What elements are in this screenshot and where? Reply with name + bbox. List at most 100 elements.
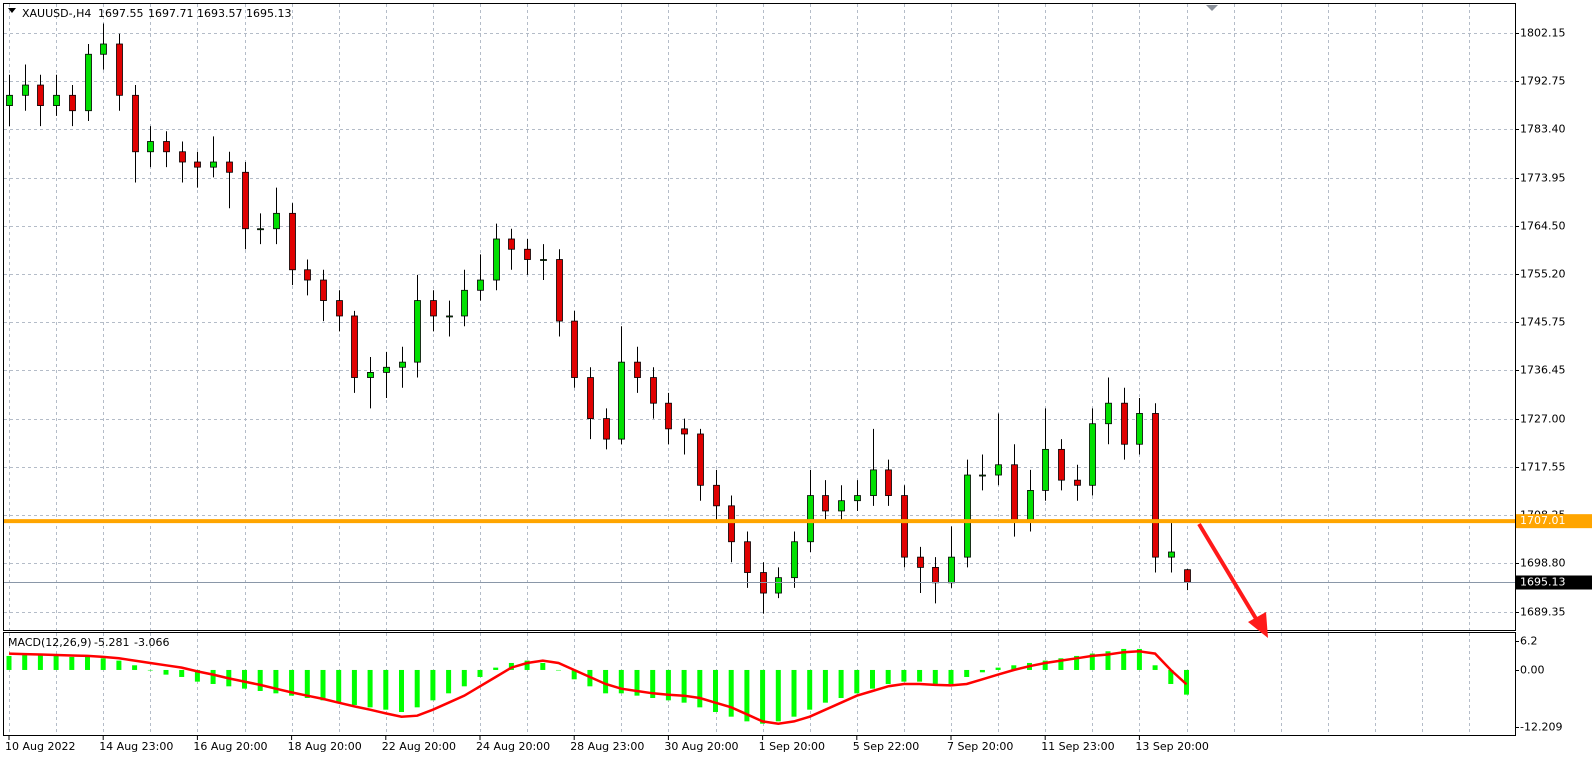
- macd-value: -5.281: [94, 636, 129, 649]
- data-layer: [4, 23, 1515, 725]
- y-tick-label: 1792.75: [1520, 75, 1566, 88]
- main-pane-frame: [3, 3, 1516, 631]
- x-tick-label: 7 Sep 20:00: [947, 740, 1013, 753]
- y-tick-label: 1736.45: [1520, 364, 1566, 377]
- macd-pane-frame: [3, 632, 1516, 736]
- candle-body: [964, 474, 971, 558]
- candle-body: [493, 238, 500, 281]
- candle-body: [351, 315, 358, 378]
- macd-bar: [414, 669, 420, 708]
- macd-bar: [618, 669, 624, 694]
- macd-bar: [320, 669, 326, 701]
- macd-bar: [681, 669, 687, 703]
- ohlc-high: 1697.71: [148, 7, 194, 20]
- candle-body: [524, 248, 531, 260]
- candle-body: [901, 495, 908, 558]
- macd-bar: [697, 669, 703, 708]
- x-tick-label: 5 Sep 22:00: [853, 740, 919, 753]
- macd-bar: [477, 669, 483, 677]
- macd-bar: [383, 669, 389, 710]
- candle-body: [618, 361, 625, 440]
- macd-bar: [979, 669, 985, 673]
- candle-body: [1011, 464, 1018, 522]
- macd-bar: [1136, 648, 1142, 670]
- macd-bar: [242, 669, 247, 689]
- candle-body: [194, 161, 201, 168]
- candle-body: [257, 228, 264, 231]
- macd-bar: [885, 669, 891, 684]
- macd-bar: [650, 669, 656, 698]
- candle-body: [116, 43, 123, 96]
- bid-label-box: [1516, 575, 1592, 590]
- macd-bar: [1121, 648, 1127, 670]
- macd-bar: [304, 669, 310, 698]
- candle-body: [885, 469, 892, 496]
- macd-bar: [273, 669, 279, 694]
- macd-bar: [446, 669, 452, 694]
- x-tick-label: 16 Aug 20:00: [193, 740, 267, 753]
- candle-body: [665, 402, 672, 430]
- macd-bar: [210, 669, 216, 684]
- candle-body: [289, 212, 296, 271]
- macd-bar: [995, 667, 1001, 670]
- candle-body: [210, 161, 217, 168]
- candle-body: [697, 433, 704, 486]
- candle-body: [226, 161, 233, 173]
- y-tick-label: 1717.55: [1520, 461, 1566, 474]
- macd-bar: [289, 669, 295, 696]
- macd-bar: [901, 669, 907, 682]
- candle-body: [1089, 423, 1096, 486]
- macd-bar: [838, 669, 844, 698]
- candle-body: [603, 418, 610, 440]
- macd-bar: [854, 669, 860, 694]
- signal-value: -3.066: [134, 636, 169, 649]
- macd-bar: [524, 660, 530, 670]
- candle-body: [163, 141, 170, 153]
- macd-bar: [1168, 669, 1174, 684]
- y-tick-label: 1802.15: [1520, 27, 1566, 40]
- candle-body: [744, 541, 751, 573]
- macd-bar: [6, 655, 12, 670]
- x-tick-label: 1 Sep 20:00: [759, 740, 825, 753]
- macd-bar: [53, 655, 59, 670]
- candle-body: [1168, 551, 1175, 558]
- candle-body: [1184, 569, 1191, 583]
- macd-bar: [461, 669, 467, 687]
- candle-body: [932, 566, 939, 584]
- macd-bar: [932, 669, 938, 684]
- level-label-box: [1516, 514, 1592, 529]
- x-tick-label: 28 Aug 23:00: [570, 740, 644, 753]
- macd-bar: [194, 669, 200, 682]
- x-tick-label: 11 Sep 23:00: [1041, 740, 1114, 753]
- signal-line: [8, 650, 1188, 725]
- x-tick-label: 22 Aug 20:00: [382, 740, 456, 753]
- macd-bar: [917, 669, 923, 682]
- candle-body: [979, 474, 986, 477]
- candle-body: [399, 361, 406, 368]
- candle-body: [1074, 479, 1081, 486]
- macd-bar: [1011, 665, 1017, 670]
- candle-body: [854, 495, 861, 502]
- macd-bar: [665, 669, 671, 701]
- macd-bar: [713, 669, 718, 713]
- macd-bar: [1152, 665, 1158, 670]
- macd-bar: [85, 655, 90, 670]
- candle-body: [556, 259, 563, 322]
- macd-bar: [775, 669, 781, 722]
- macd-bar: [556, 669, 561, 671]
- candle-body: [822, 495, 829, 512]
- candle-body: [132, 94, 139, 153]
- macd-bar: [132, 665, 138, 670]
- macd-bar: [603, 669, 609, 694]
- symbol-menu-icon[interactable]: [8, 8, 16, 13]
- macd-bar: [1184, 669, 1189, 695]
- candle-body: [791, 541, 798, 579]
- y-tick-label: 1773.95: [1520, 172, 1566, 185]
- candle-body: [430, 300, 437, 317]
- candle-body: [461, 289, 468, 317]
- macd-bar: [367, 669, 373, 708]
- macd-bar: [964, 669, 970, 677]
- macd-bar: [336, 669, 342, 703]
